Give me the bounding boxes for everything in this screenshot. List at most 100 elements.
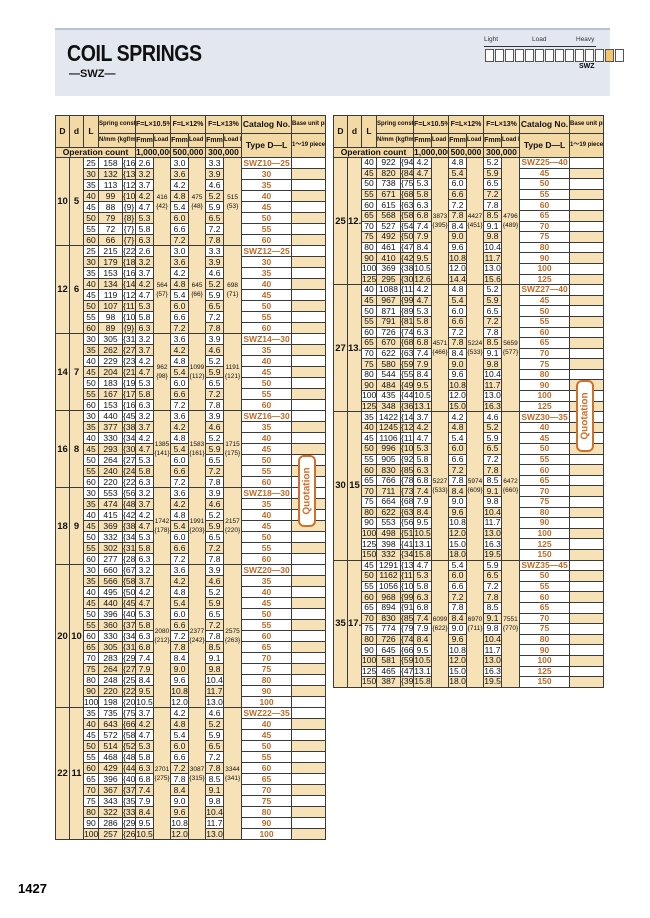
spring-constant-n: 922 <box>376 157 401 169</box>
deflection-mm: 4.2 <box>170 267 190 279</box>
table-row: 201030660{67}3.22080{212}3.62377{242}3.9… <box>55 564 327 708</box>
catalog-number: 100 <box>519 527 571 540</box>
length: 65 <box>83 773 99 785</box>
col-load: Load N{kgf} <box>501 133 521 148</box>
col-d: d <box>347 115 362 148</box>
deflection-mm: 8.4 <box>170 652 190 664</box>
length: 75 <box>83 663 99 675</box>
spring-constant-kgf: {56} <box>399 517 415 529</box>
spring-constant-kgf: {27} <box>121 663 137 675</box>
kgf-value: 45 <box>125 597 136 608</box>
length: 30 <box>83 333 99 345</box>
deflection-mm: 10.8 <box>448 252 468 264</box>
kgf-value: 23 <box>125 355 136 366</box>
deflection-mm: 10.4 <box>205 806 225 818</box>
length: 90 <box>361 252 377 264</box>
deflection-mm: 7.4 <box>413 347 433 360</box>
col-d: d <box>69 115 84 148</box>
load-kgf: 112 <box>191 373 203 380</box>
outer-diameter: 35 <box>333 559 348 688</box>
deflection-mm: 4.2 <box>413 284 433 296</box>
deflection-mm: 7.2 <box>170 630 190 642</box>
deflection-mm: 3.6 <box>170 168 190 180</box>
spring-constant-n: 229 <box>98 355 123 367</box>
length: 45 <box>83 520 99 532</box>
spring-constant-n: 167 <box>98 388 123 400</box>
catalog-number: 100 <box>519 654 571 667</box>
price-cell <box>291 410 327 422</box>
catalog-number: 50 <box>241 740 293 752</box>
kgf-value: 108 <box>403 581 414 592</box>
price-cell <box>291 168 327 180</box>
deflection-mm: 4.7 <box>413 167 433 180</box>
catalog-prefix: SWZ16— <box>243 410 281 421</box>
load-value: 6099 {622} <box>431 559 450 688</box>
gauge-series-label: SWZ <box>579 63 595 70</box>
deflection-mm: 13.1 <box>413 665 433 678</box>
spring-constant-n: 295 <box>376 273 401 286</box>
operation-count-2: 500,000 <box>448 147 485 158</box>
deflection-mm: 4.2 <box>413 421 433 434</box>
deflection-mm: 6.0 <box>170 377 190 389</box>
deflection-mm: 11.7 <box>483 517 503 529</box>
deflection-mm: 9.0 <box>448 623 468 635</box>
load-n: 4571 <box>432 340 448 348</box>
catalog-number: 60 <box>241 322 293 334</box>
load-value: 698 {71} <box>223 245 243 334</box>
kgf-value: 31 <box>125 542 136 553</box>
spring-constant-kgf: {38} <box>121 421 137 433</box>
length: 125 <box>361 400 377 413</box>
deflection-mm: 4.2 <box>135 355 155 367</box>
price-cell <box>291 773 327 785</box>
price-cell <box>291 674 327 686</box>
catalog-number: 40 <box>241 509 293 521</box>
spring-constant-kgf: {31} <box>121 542 137 554</box>
spring-constant-n: 198 <box>98 696 123 708</box>
catalog-number: 45 <box>241 289 293 301</box>
spring-constant-n: 440 <box>98 410 123 422</box>
spring-constant-n: 398 <box>376 538 401 550</box>
price-cell <box>569 580 605 593</box>
catalog-number: 55 <box>519 315 571 328</box>
spring-constant-n: 220 <box>98 476 123 488</box>
catalog-number: 35 <box>241 421 293 433</box>
deflection-mm: 3.0 <box>170 157 190 169</box>
spring-constant-kgf: {78} <box>399 474 415 487</box>
load-n: 4427 <box>467 213 483 221</box>
length: 60 <box>361 199 377 211</box>
col-f3: F=L×13% <box>205 115 243 134</box>
deflection-mm: 6.8 <box>135 773 155 785</box>
length: 30 <box>83 256 99 268</box>
kgf-value: 38 <box>125 421 136 432</box>
col-fmm: Fmm <box>483 133 503 148</box>
kgf-value: 33 <box>125 806 136 817</box>
col-pieces: 1～19 pieces <box>569 133 605 158</box>
load-n: 475 <box>191 193 203 201</box>
spring-constant-kgf: {22} <box>121 685 137 697</box>
load-value: 1583 {161} <box>188 410 207 488</box>
spring-constant-n: 367 <box>98 784 123 796</box>
kgf-value: 55 <box>403 369 414 380</box>
deflection-mm: 9.8 <box>483 231 503 243</box>
spring-constant-n: 415 <box>98 509 123 521</box>
price-cell <box>569 337 605 349</box>
kgf-value: 17 <box>125 388 136 399</box>
deflection-mm: 7.2 <box>170 234 190 246</box>
spring-constant-n: 1106 <box>376 432 401 445</box>
spring-constant-n: 283 <box>98 652 123 664</box>
deflection-mm: 6.3 <box>135 762 155 774</box>
deflection-mm: 7.4 <box>413 612 433 625</box>
deflection-mm: 6.0 <box>170 531 190 543</box>
kgf-value: 74 <box>403 634 414 645</box>
spring-constant-kgf: {35} <box>121 795 137 807</box>
load-kgf: 533 <box>469 349 481 357</box>
load-kgf: 275 <box>156 774 168 782</box>
price-cell <box>291 553 327 565</box>
